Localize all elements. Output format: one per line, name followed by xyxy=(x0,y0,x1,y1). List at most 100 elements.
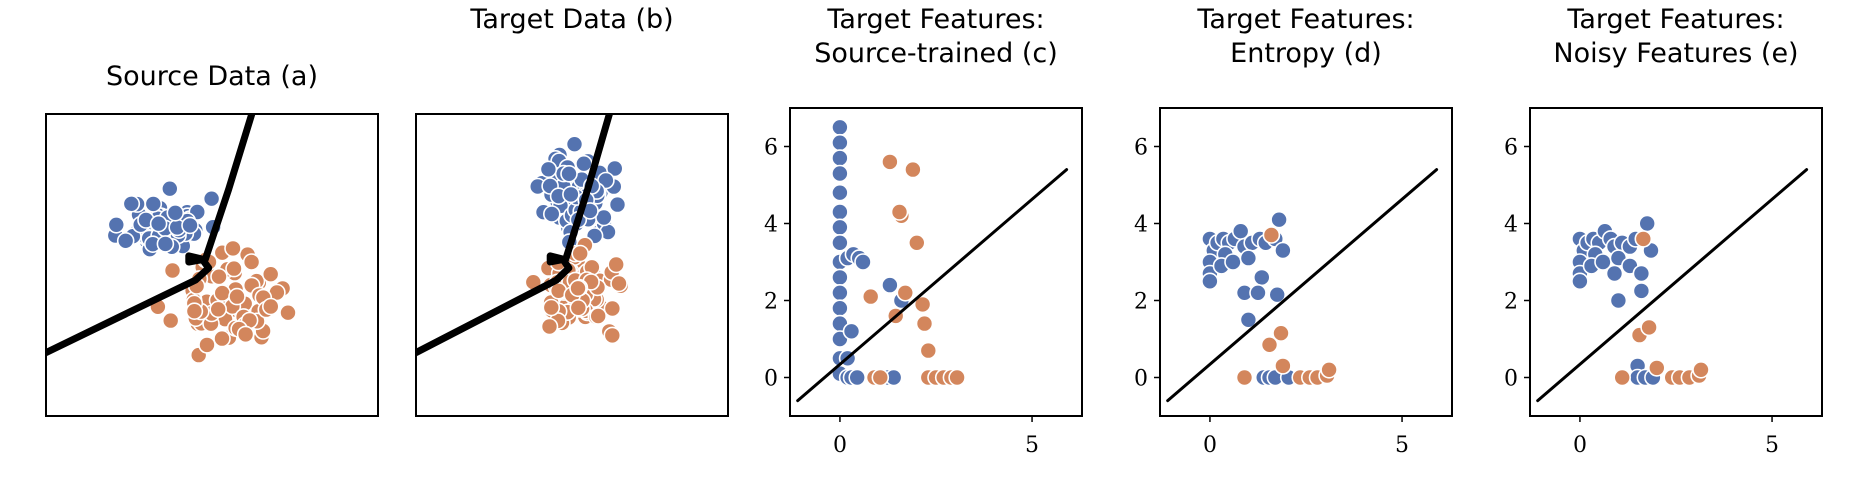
orange-data-point xyxy=(881,153,899,171)
plot-area xyxy=(46,114,297,364)
orange-data-point xyxy=(890,203,909,221)
blue-data-point xyxy=(161,179,179,198)
x-tick-label: 0 xyxy=(1573,433,1587,458)
orange-data-point xyxy=(571,244,590,263)
blue-data-point xyxy=(562,185,580,204)
y-tick-label: 4 xyxy=(1504,213,1518,238)
blue-data-point xyxy=(1239,249,1258,267)
panel-title-line: Source-trained (c) xyxy=(814,38,1058,69)
orange-data-point xyxy=(261,265,280,284)
orange-data-point xyxy=(261,297,280,316)
blue-data-point xyxy=(831,234,849,252)
blue-data-point xyxy=(842,322,861,341)
orange-data-point xyxy=(209,300,227,319)
panel-title-line: Target Features: xyxy=(1196,4,1414,35)
blue-data-point xyxy=(831,268,849,287)
axes-frame xyxy=(1529,107,1823,417)
blue-data-point xyxy=(595,208,613,227)
orange-data-point xyxy=(919,341,938,360)
y-tick-label: 0 xyxy=(1134,367,1148,392)
panel-0: Source Data (a) xyxy=(45,61,379,417)
blue-data-point xyxy=(831,118,849,137)
orange-data-point xyxy=(161,311,180,330)
axes-frame xyxy=(1159,107,1453,417)
orange-data-point xyxy=(1613,368,1631,387)
blue-data-point xyxy=(166,204,185,222)
orange-data-point xyxy=(1235,368,1254,387)
orange-data-point xyxy=(210,267,228,286)
x-tick-label: 5 xyxy=(1765,433,1779,458)
orange-data-point xyxy=(185,302,204,321)
orange-data-point xyxy=(1272,324,1290,343)
orange-data-point xyxy=(1640,318,1658,337)
plot-area xyxy=(1536,168,1809,403)
blue-data-point xyxy=(1274,241,1292,260)
blue-data-point xyxy=(831,149,849,167)
y-tick-label: 6 xyxy=(1134,136,1148,161)
x-tick-label: 0 xyxy=(833,433,847,458)
y-tick-label: 2 xyxy=(764,290,778,315)
panel-title-line: Noisy Features (e) xyxy=(1553,38,1798,69)
orange-data-point xyxy=(242,253,261,271)
orange-data-point xyxy=(1692,360,1710,379)
panel-title-line: Entropy (d) xyxy=(1230,38,1382,69)
blue-data-point xyxy=(565,135,584,153)
y-tick-label: 2 xyxy=(1134,290,1148,315)
blue-data-point xyxy=(848,368,867,387)
blue-data-point xyxy=(1268,285,1286,304)
y-tick-label: 6 xyxy=(1504,136,1518,161)
plot-area xyxy=(1166,168,1439,403)
blue-data-point xyxy=(1270,210,1288,229)
orange-data-point xyxy=(907,234,926,252)
orange-data-point xyxy=(542,298,561,317)
orange-data-point xyxy=(213,284,231,302)
orange-data-point xyxy=(213,329,231,348)
blue-data-point xyxy=(1638,214,1656,233)
y-tick-label: 0 xyxy=(764,367,778,392)
blue-data-point xyxy=(605,159,624,178)
blue-data-point xyxy=(149,214,168,233)
axes-frame xyxy=(789,107,1083,417)
orange-data-point xyxy=(904,160,922,179)
orange-data-point xyxy=(915,314,934,333)
orange-data-point xyxy=(603,326,622,345)
decision-boundary xyxy=(46,114,256,357)
blue-data-point xyxy=(831,133,849,152)
x-tick-label: 0 xyxy=(1203,433,1217,458)
orange-data-point xyxy=(236,325,255,344)
blue-data-point xyxy=(1632,264,1651,283)
blue-data-point xyxy=(831,283,849,302)
blue-data-point xyxy=(542,205,561,223)
blue-data-point xyxy=(831,203,849,221)
blue-data-point xyxy=(122,195,141,213)
axes-frame xyxy=(415,113,729,417)
orange-data-point xyxy=(871,368,890,387)
orange-data-point xyxy=(948,368,966,387)
x-tick-label: 5 xyxy=(1395,433,1409,458)
blue-data-point xyxy=(116,232,135,250)
panel-title-line: Source Data (a) xyxy=(106,61,318,92)
blue-data-point xyxy=(831,299,849,318)
orange-data-point xyxy=(610,274,628,293)
blue-data-point xyxy=(1224,253,1242,271)
panel-4: Target Features:Noisy Features (e) 0 2 4 6 0 5 xyxy=(1504,4,1823,458)
orange-data-point xyxy=(228,287,246,306)
blue-data-point xyxy=(831,164,849,183)
y-tick-label: 6 xyxy=(764,136,778,161)
orange-data-point xyxy=(607,255,626,274)
panel-2: Target Features:Source-trained (c) 0 2 4 6 0 5 xyxy=(764,4,1083,458)
orange-data-point xyxy=(224,239,242,258)
orange-data-point xyxy=(540,317,559,336)
blue-data-point xyxy=(1239,310,1258,329)
blue-data-point xyxy=(831,218,849,237)
orange-data-point xyxy=(225,259,243,278)
orange-data-point xyxy=(1648,359,1666,377)
orange-data-point xyxy=(1260,335,1279,354)
blue-data-point xyxy=(1249,283,1267,302)
blue-data-point xyxy=(1605,264,1624,283)
blue-data-point xyxy=(608,195,627,214)
blue-data-point xyxy=(144,195,163,213)
decision-boundary xyxy=(1166,168,1439,403)
blue-data-point xyxy=(539,160,558,179)
